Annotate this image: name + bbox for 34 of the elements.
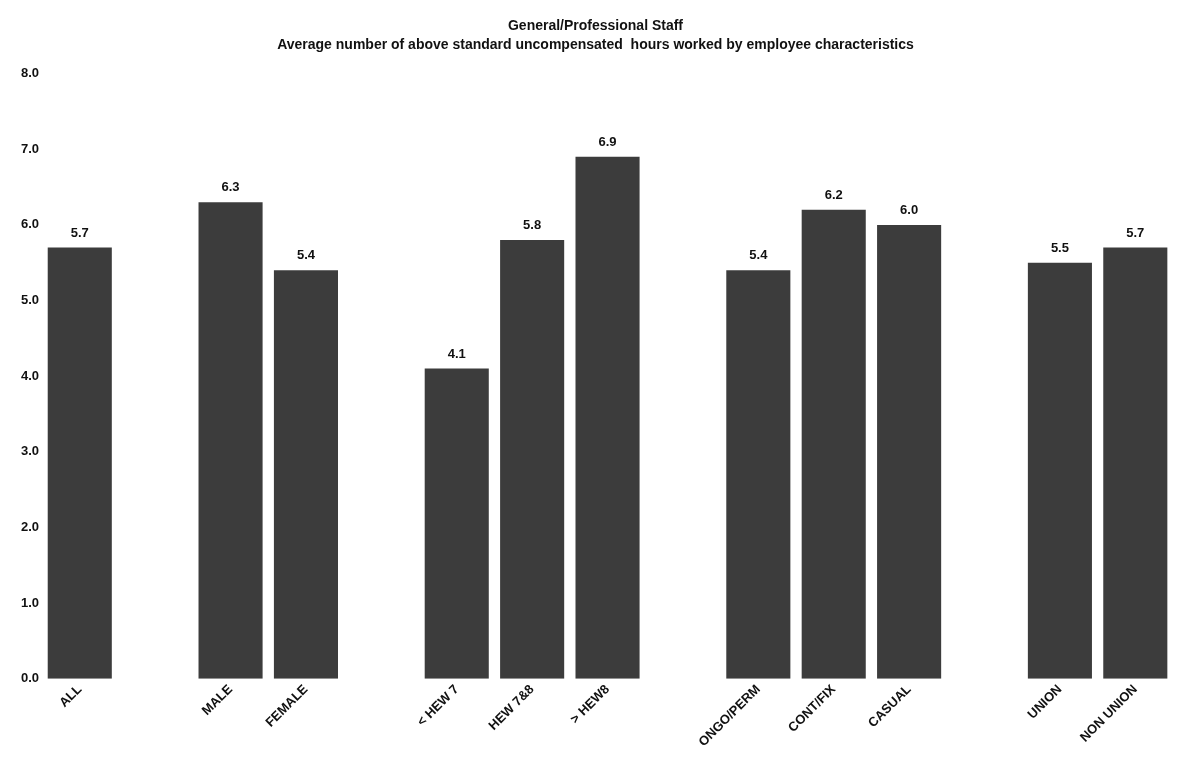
y-tick-label: 6.0 (20, 216, 40, 232)
y-tick-label: 8.0 (20, 65, 40, 81)
bar (575, 156, 640, 679)
y-tick-label: 5.0 (20, 292, 40, 308)
data-label: 5.4 (749, 247, 769, 263)
bar (500, 240, 565, 679)
bar (1027, 262, 1092, 679)
bar (47, 247, 112, 679)
y-tick-label: 3.0 (20, 443, 40, 459)
data-label: 5.7 (1126, 224, 1145, 240)
y-tick-label: 7.0 (20, 140, 40, 156)
chart-subtitle: Average number of above standard uncompensated hours worked by employee characteristics (277, 36, 915, 53)
bar (801, 209, 866, 679)
y-tick-label: 1.0 (20, 594, 40, 610)
data-label: 6.0 (900, 201, 919, 217)
x-tick-label: ALL (55, 681, 85, 710)
y-tick-label: 0.0 (20, 670, 40, 686)
bar (726, 270, 791, 679)
y-tick-label: 2.0 (20, 519, 40, 535)
data-label: 5.7 (70, 224, 89, 240)
bar (1103, 247, 1168, 679)
bar (198, 202, 263, 679)
data-label: 4.1 (447, 345, 466, 361)
data-label: 5.5 (1050, 239, 1069, 255)
data-label: 5.4 (296, 247, 316, 263)
data-label: 6.9 (598, 133, 617, 149)
data-label: 5.8 (523, 217, 542, 233)
y-tick-label: 4.0 (20, 367, 40, 383)
data-label: 6.2 (824, 186, 843, 202)
bar (877, 224, 942, 679)
bar (273, 270, 338, 679)
data-label: 6.3 (221, 179, 240, 195)
chart-title: General/Professional Staff (507, 17, 684, 34)
bar (424, 368, 489, 679)
